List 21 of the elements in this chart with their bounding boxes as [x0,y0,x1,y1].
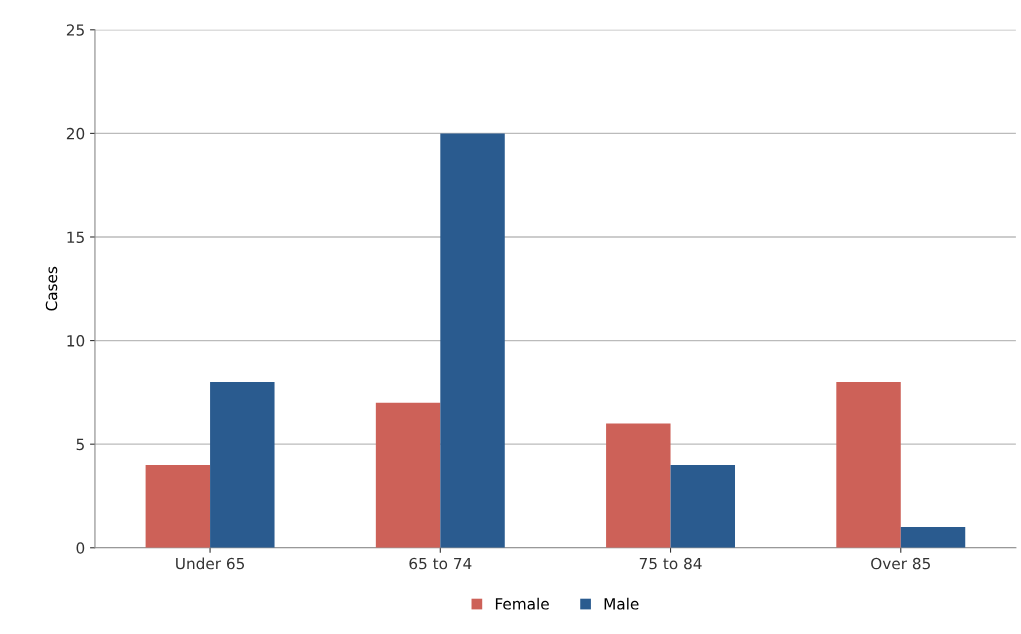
legend-label: Female [495,597,549,610]
bar [145,464,211,548]
bar [606,423,671,548]
y-tick-label: 25 [66,24,84,36]
bar [670,464,736,548]
x-tick-label: Over 85 [871,557,930,570]
bar [375,402,441,548]
bar [440,133,505,548]
y-tick-label: 5 [76,438,84,451]
y-tick-label: 10 [67,335,85,347]
x-tick-label: 75 to 84 [639,557,702,570]
bar [836,382,901,548]
y-axis-title: Cases [45,266,58,311]
y-tick-label: 20 [66,127,85,140]
y-tick-label: 15 [67,231,84,244]
y-tick-label: 0 [76,542,85,554]
x-tick-label: 65 to 74 [409,557,472,570]
x-tick-label: Under 65 [176,557,245,570]
legend-label: Male [604,597,639,610]
bar [900,527,966,548]
bar [210,382,275,548]
